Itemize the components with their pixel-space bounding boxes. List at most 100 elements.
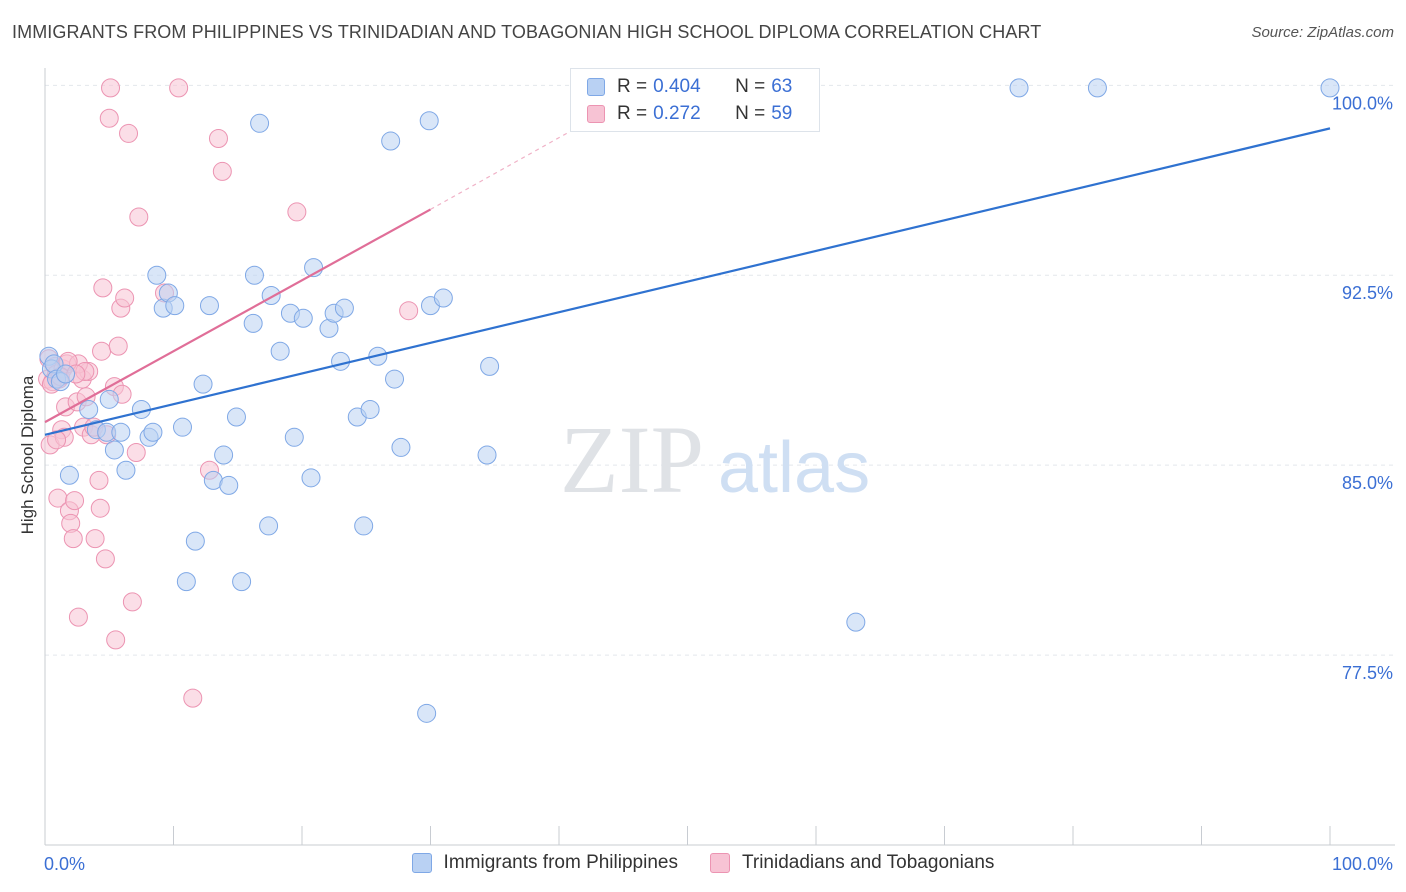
data-point-philippines <box>419 111 439 131</box>
data-point-philippines <box>480 356 500 376</box>
data-point-philippines <box>293 308 313 328</box>
data-point-trinidadians <box>68 607 88 627</box>
data-point-trinidadians <box>101 78 121 98</box>
trendline-trinidadians <box>44 208 432 424</box>
data-point-trinidadians <box>47 430 67 450</box>
data-point-trinidadians <box>169 78 189 98</box>
n-label: N = <box>735 103 766 124</box>
data-point-trinidadians <box>93 278 113 298</box>
data-point-philippines <box>417 703 437 723</box>
data-point-philippines <box>1320 78 1340 98</box>
blue-swatch <box>587 78 605 96</box>
data-point-philippines <box>360 399 380 419</box>
data-point-trinidadians <box>85 529 105 549</box>
data-point-trinidadians <box>89 470 109 490</box>
y-tick-label: 85.0% <box>1342 473 1393 493</box>
axes <box>44 68 1395 846</box>
data-point-philippines <box>172 417 192 437</box>
data-point-trinidadians <box>63 529 83 549</box>
data-point-trinidadians <box>65 491 85 511</box>
data-point-trinidadians <box>126 443 146 462</box>
data-point-philippines <box>99 389 119 409</box>
data-point-trinidadians <box>115 288 135 308</box>
data-point-philippines <box>104 440 124 460</box>
data-point-trinidadians <box>129 207 149 227</box>
r-label: R = <box>617 103 648 124</box>
data-point-trinidadians <box>287 202 307 222</box>
data-point-philippines <box>116 460 136 480</box>
trendline-philippines <box>44 127 1331 436</box>
stats-row-philippines: R = 0.404 N = 63 <box>587 76 792 98</box>
legend-label: Immigrants from Philippines <box>443 852 678 873</box>
gridlines <box>45 84 1395 656</box>
data-point-philippines <box>147 265 167 285</box>
data-point-trinidadians <box>122 592 142 612</box>
y-tick-label: 77.5% <box>1342 663 1393 683</box>
x-tick-label: 0.0% <box>44 854 85 874</box>
series-trinidadians-points <box>38 78 419 708</box>
data-point-philippines <box>214 445 234 465</box>
data-point-philippines <box>199 296 219 316</box>
r-value: 0.272 <box>653 103 701 124</box>
data-point-philippines <box>232 572 252 592</box>
data-point-trinidadians <box>183 688 203 708</box>
data-point-philippines <box>391 437 411 457</box>
data-point-philippines <box>59 465 79 485</box>
data-point-philippines <box>185 531 205 551</box>
data-point-trinidadians <box>95 549 115 569</box>
data-point-philippines <box>79 399 99 419</box>
data-point-philippines <box>165 296 185 316</box>
data-point-philippines <box>433 288 453 308</box>
data-point-trinidadians <box>119 123 139 143</box>
data-point-philippines <box>111 422 131 442</box>
data-point-philippines <box>301 468 321 488</box>
data-point-trinidadians <box>108 336 128 356</box>
data-point-philippines <box>334 298 354 318</box>
series-legend: Immigrants from Philippines Trinidadians… <box>0 852 1406 874</box>
data-point-trinidadians <box>208 129 228 148</box>
y-tick-label: 100.0% <box>1332 93 1393 113</box>
n-value: 59 <box>771 103 793 124</box>
trendlines <box>44 122 1331 436</box>
data-point-philippines <box>846 612 866 632</box>
pink-swatch <box>587 105 605 123</box>
data-point-philippines <box>381 131 401 151</box>
legend-item-trinidadians[interactable]: Trinidadians and Tobagonians <box>709 852 994 874</box>
data-point-philippines <box>259 516 279 536</box>
data-point-philippines <box>244 265 264 285</box>
data-point-philippines <box>143 422 163 442</box>
y-tick-label: 92.5% <box>1342 283 1393 303</box>
data-point-trinidadians <box>92 341 112 361</box>
data-point-philippines <box>270 341 290 361</box>
data-point-philippines <box>385 369 405 389</box>
x-tick-label: 100.0% <box>1332 854 1393 874</box>
tick-labels: 77.5% 85.0% 92.5% 100.0% 0.0% 100.0% <box>44 93 1393 874</box>
series-philippines-points <box>39 78 1340 723</box>
source-label: Source: ZipAtlas.com <box>1251 24 1394 41</box>
watermark-atlas: atlas <box>718 428 870 508</box>
n-label: N = <box>735 76 766 97</box>
data-point-philippines <box>176 572 196 592</box>
data-point-philippines <box>1009 78 1029 98</box>
data-point-philippines <box>477 445 497 465</box>
data-point-philippines <box>56 364 76 384</box>
data-point-philippines <box>284 427 304 447</box>
pink-swatch <box>709 853 730 873</box>
data-point-trinidadians <box>90 498 110 518</box>
blue-swatch <box>411 853 432 873</box>
data-point-trinidadians <box>99 108 119 128</box>
legend-item-philippines[interactable]: Immigrants from Philippines <box>411 852 678 874</box>
data-point-trinidadians <box>212 161 232 181</box>
data-point-philippines <box>1087 78 1107 98</box>
data-point-trinidadians <box>106 630 126 650</box>
data-point-philippines <box>219 475 239 495</box>
chart-title: IMMIGRANTS FROM PHILIPPINES VS TRINIDADI… <box>12 22 1042 42</box>
n-value: 63 <box>771 76 793 97</box>
stats-row-trinidadians: R = 0.272 N = 59 <box>587 103 792 125</box>
data-point-philippines <box>243 313 263 333</box>
data-point-philippines <box>250 113 270 133</box>
watermark-zip: ZIP <box>560 406 704 513</box>
r-label: R = <box>617 76 648 97</box>
r-value: 0.404 <box>653 76 701 97</box>
